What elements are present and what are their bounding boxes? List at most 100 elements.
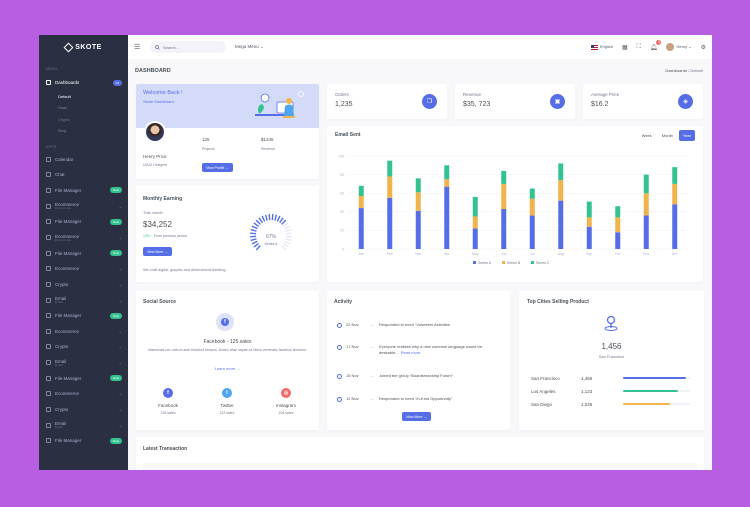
y-tick-label: 60 (340, 192, 344, 196)
social-source-twitter[interactable]: t Twitter 112 sales (205, 388, 249, 415)
search-input[interactable] (163, 44, 218, 50)
activity-date: 12 Nov (346, 396, 359, 401)
city-progress-fill (623, 377, 686, 379)
sidebar-item[interactable]: Ecommerce Ecommerce ⌄ (39, 230, 128, 246)
menu-item-icon (46, 328, 51, 334)
gauge-tick (281, 245, 287, 251)
gauge-tick (284, 240, 291, 245)
profile-role: UI/UX Designer (143, 163, 168, 167)
bar-segment (529, 188, 535, 199)
chevron-down-icon: ⌄ (260, 44, 264, 49)
sidebar-item[interactable]: Crypto ⌄ (39, 277, 128, 293)
sidebar-item[interactable]: File Manager New (39, 246, 128, 262)
sidebar-item[interactable]: File Manager New (39, 433, 128, 449)
language-dropdown[interactable]: English (590, 44, 613, 50)
sidebar-item[interactable]: Crypto ⌄ (39, 402, 128, 418)
sidebar-item[interactable]: Ecommerce ⌄ (39, 386, 128, 402)
card-title: Top Cities Selling Product (527, 299, 589, 305)
sidebar-item[interactable]: File Manager New (39, 308, 128, 324)
tab-year[interactable]: Year (678, 130, 695, 141)
menu-toggle-icon[interactable]: ☰ (134, 44, 141, 51)
gauge-tick (255, 245, 261, 251)
learn-more-link[interactable]: Learn more → (214, 366, 241, 371)
menu-item-icon (46, 391, 51, 397)
legend-item[interactable]: Series B (502, 261, 521, 265)
sidebar-item[interactable]: Ecommerce ⌄ (39, 261, 128, 277)
x-tick-label: Aug (558, 252, 564, 256)
apps-grid-icon[interactable]: ▦ (621, 44, 628, 51)
view-profile-button[interactable]: View Profile → (202, 163, 233, 172)
tab-week[interactable]: Week (641, 133, 652, 138)
fullscreen-icon[interactable]: ⛶ (636, 43, 641, 50)
sidebar-item-label-wrap: Ecommerce (55, 266, 119, 271)
view-more-button[interactable]: View More → (402, 412, 431, 421)
social-source-facebook[interactable]: f Facebook 125 sales (146, 388, 190, 415)
sidebar-item[interactable]: File Manager New (39, 183, 128, 199)
breadcrumb-parent[interactable]: Dashboards (665, 68, 687, 73)
x-tick-label: Jul (530, 252, 535, 256)
activity-text: Joined the group “Boardsmanship Forum” (379, 373, 454, 378)
sidebar-subitem[interactable]: Default (58, 93, 71, 99)
legend-item[interactable]: Series A (473, 261, 492, 265)
bar-segment (415, 210, 421, 249)
bar-segment (615, 206, 621, 218)
sidebar-item-label-wrap: Ecommerce (55, 391, 119, 396)
gauge-tick (274, 214, 278, 221)
menu-item-icon (46, 219, 51, 225)
x-tick-label: May (472, 252, 479, 256)
view-more-button[interactable]: View More → (143, 247, 172, 256)
city-name: San Francisco (531, 375, 560, 381)
period-label: This month (143, 210, 163, 215)
sidebar-item[interactable]: File Manager New (39, 214, 128, 230)
x-tick-label: Sep (586, 252, 592, 256)
sidebar-item[interactable]: Crypto ⌄ (39, 339, 128, 355)
sidebar-item-dashboards[interactable]: Dashboards 04 (39, 75, 128, 91)
sidebar-item[interactable]: Chat (39, 167, 128, 183)
sidebar-item[interactable]: Calendar (39, 152, 128, 168)
activity-text: Responded to need “In-Kind Opportunity” (379, 396, 453, 401)
avatar (666, 43, 675, 51)
sidebar-subitem[interactable]: Saas (58, 105, 68, 111)
brand-logo[interactable]: SKOTE (39, 35, 128, 59)
read-more-link[interactable]: Read more (400, 349, 421, 355)
sidebar-item[interactable]: Ecommerce Ecommerce ⌄ (39, 198, 128, 214)
sidebar-item[interactable]: File Manager New (39, 371, 128, 387)
mega-menu-dropdown[interactable]: Mega Menu ⌄ (235, 44, 264, 50)
stat-value: $16.2 (591, 101, 609, 108)
sidebar-item[interactable]: Email Email ⌄ (39, 417, 128, 433)
stat-value: 1,235 (335, 101, 353, 108)
sidebar-item[interactable]: Ecommerce ⌄ (39, 324, 128, 340)
tab-month[interactable]: Month (661, 133, 673, 138)
app-window: SKOTE MENU Dashboards 04 Default Saas Cryp… (39, 35, 712, 470)
bar-segment (672, 204, 678, 249)
latest-transaction-card: Latest Transaction (136, 437, 704, 470)
chevron-down-icon: ⌄ (118, 297, 122, 303)
earning-value: $34,252 (143, 220, 172, 229)
sidebar-subitem[interactable]: Crypto (58, 116, 70, 122)
welcome-subtitle: Skote Dashboard (143, 99, 174, 104)
bar-segment (529, 215, 535, 249)
notification-button[interactable]: 🔔︎ 3 (650, 39, 662, 51)
bar-segment (472, 228, 478, 249)
gauge-tick (258, 217, 263, 224)
user-dropdown[interactable]: Henry ⌄ (666, 43, 692, 51)
bar-segment (558, 163, 564, 181)
settings-gear-icon[interactable]: ⚙ (700, 44, 706, 51)
menu-item-icon (46, 235, 51, 240)
menu-item-icon (46, 375, 51, 381)
gauge-tick (284, 225, 291, 230)
monthly-earning-card: Monthly Earning This month $34,252 12% ↑… (136, 186, 319, 282)
sidebar-item[interactable]: Email Email ⌄ (39, 355, 128, 371)
sidebar-item-sublabel: Email (55, 425, 63, 429)
social-source-card: Social Source f Facebook - 125 sales Mae… (136, 291, 319, 430)
activity-text-wrap: Responded to need “In-Kind Opportunity” (379, 396, 452, 402)
sidebar-item[interactable]: Email Email ⌄ (39, 292, 128, 308)
legend-item[interactable]: Series C (531, 261, 550, 265)
chevron-down-icon: ⌄ (687, 44, 692, 50)
logo-icon (63, 42, 74, 52)
social-source-instagram[interactable]: ◎ Instagram 104 sales (264, 388, 308, 415)
facebook-icon: f (216, 313, 234, 331)
activity-item: 17 Nov → Everyone realizes why a new commo… (337, 344, 502, 355)
timeline-dot-icon (337, 396, 342, 402)
sidebar-subitem[interactable]: Blog (58, 128, 67, 134)
